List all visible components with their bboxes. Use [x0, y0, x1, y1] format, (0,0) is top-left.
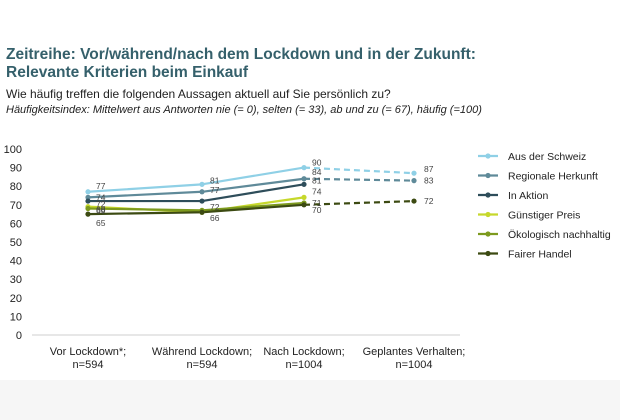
data-label: 69: [96, 206, 106, 216]
data-label: 71: [312, 198, 322, 208]
y-tick-label: 20: [10, 293, 22, 305]
data-point: [301, 181, 307, 187]
data-label: 66: [210, 213, 220, 223]
x-tick-label: Vor Lockdown*; n=594: [50, 346, 126, 371]
data-label: 83: [424, 176, 434, 186]
data-label: 87: [424, 164, 434, 174]
legend-swatch-marker: [485, 211, 491, 218]
data-point: [199, 181, 205, 187]
data-point: [301, 194, 307, 200]
y-tick-label: 80: [10, 181, 22, 193]
data-point: [411, 198, 417, 204]
legend-label: Regionale Herkunft: [508, 171, 598, 183]
data-label: 72: [210, 202, 220, 212]
data-point: [301, 202, 307, 208]
y-tick-label: 0: [16, 330, 22, 342]
y-tick-label: 100: [4, 144, 22, 156]
data-point: [85, 194, 91, 200]
data-label: 84: [312, 167, 322, 177]
data-point: [199, 189, 205, 195]
y-tick-label: 60: [10, 218, 22, 230]
data-point: [85, 205, 91, 212]
data-label: 77: [96, 181, 106, 191]
data-label: 77: [210, 185, 220, 195]
legend-swatch-marker: [485, 231, 491, 237]
data-label: 72: [424, 196, 434, 206]
chart-title-line-2: Relevante Kriterien beim Einkauf: [6, 64, 249, 81]
chart-title: Zeitreihe: Vor/während/nach dem Lockdown…: [6, 46, 606, 82]
legend-swatch-marker: [485, 250, 491, 257]
series-line: [86, 177, 306, 199]
series-line-projection: [303, 166, 415, 175]
series-line-projection: [303, 199, 415, 206]
data-point: [411, 178, 417, 184]
x-tick-label: Geplantes Verhalten; n=1004: [363, 346, 466, 371]
data-label: 70: [312, 205, 322, 215]
legend-label: Günstiger Preis: [508, 210, 580, 222]
data-point: [411, 170, 417, 176]
data-label: 74: [96, 192, 106, 202]
data-point: [85, 211, 91, 217]
series-line: [86, 166, 306, 193]
data-point: [301, 165, 307, 171]
y-tick-label: 10: [10, 311, 22, 323]
legend-label: Ökologisch nachhaltig: [508, 229, 611, 241]
data-point: [85, 198, 91, 204]
data-label: 81: [312, 175, 322, 185]
legend-swatch-marker: [485, 172, 491, 179]
y-tick-label: 50: [10, 237, 22, 249]
x-tick-label: Nach Lockdown; n=1004: [263, 346, 344, 371]
data-point: [85, 189, 91, 195]
data-label: 90: [312, 158, 322, 168]
data-point: [199, 209, 205, 215]
data-label: 68: [96, 205, 106, 215]
data-point: [199, 198, 205, 204]
series-line-projection: [303, 177, 415, 182]
x-tick-label: Während Lockdown; n=594: [152, 346, 252, 371]
legend-label: Fairer Handel: [508, 249, 572, 261]
data-point: [301, 176, 307, 182]
data-label: 72: [96, 199, 106, 209]
legend-label: In Aktion: [508, 190, 548, 202]
y-tick-label: 70: [10, 200, 22, 212]
data-label: 65: [96, 218, 106, 228]
legend-swatch-marker: [485, 153, 491, 159]
chart-title-line-1: Zeitreihe: Vor/während/nach dem Lockdown…: [6, 46, 476, 63]
y-tick-label: 30: [10, 274, 22, 286]
footer-band: [0, 380, 620, 420]
y-tick-label: 40: [10, 256, 22, 268]
legend-swatch-marker: [485, 192, 491, 198]
chart-subtitle: Wie häufig treffen die folgenden Aussage…: [6, 87, 391, 101]
y-tick-label: 90: [10, 163, 22, 175]
data-label: 81: [210, 175, 220, 185]
index-note: Häufigkeitsindex: Mittelwert aus Antwort…: [6, 104, 482, 116]
data-label: 74: [312, 186, 322, 196]
legend-label: Aus der Schweiz: [508, 151, 586, 163]
